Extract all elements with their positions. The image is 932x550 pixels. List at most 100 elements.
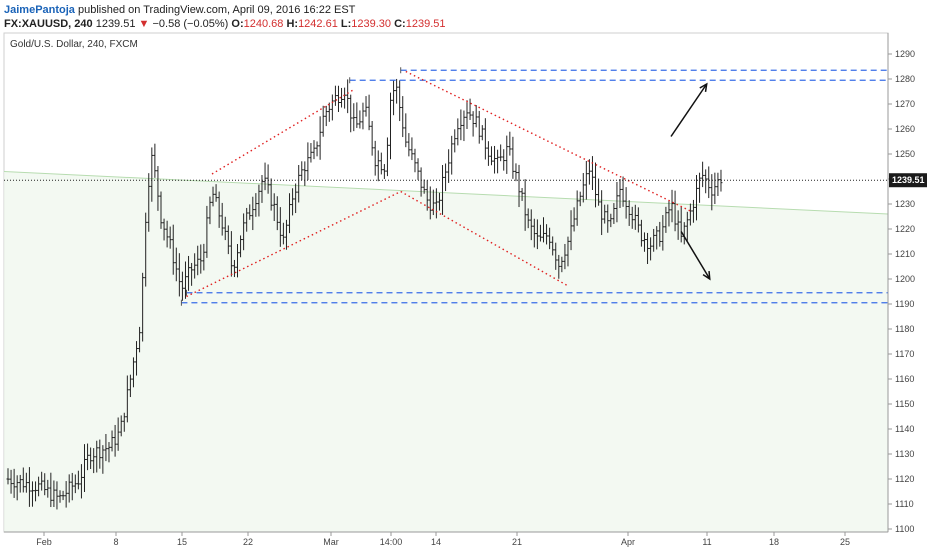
ohlc-bar	[165, 220, 169, 248]
price-axis[interactable]: 1100 1110 1120 1130 1140 1150 1160 1170 1180 1190…	[888, 49, 915, 534]
ohlc-bar	[297, 165, 301, 203]
ohlc-bar	[551, 236, 555, 256]
ohlc-bar	[462, 110, 466, 142]
symbol-label: FX:XAUUSD, 240	[4, 18, 93, 30]
ohlc-bar	[477, 110, 481, 144]
rising-channel-upper	[211, 88, 356, 175]
ohlc-bar	[569, 210, 573, 251]
ohlc-bar	[309, 143, 313, 163]
ohlc-bar	[496, 149, 500, 174]
ohlc-bar	[24, 472, 28, 493]
falling-channel-lower	[400, 190, 570, 288]
quote-line: FX:XAUUSD, 240 1239.51 ▼ −0.58 (−0.05%) …	[4, 18, 445, 30]
ohlc-bar	[667, 200, 671, 227]
ohlc-bar	[719, 169, 723, 192]
ohlc-bar	[407, 133, 411, 157]
ohlc-bar	[691, 199, 695, 223]
ohlc-bar	[489, 146, 493, 166]
time-tick-label: 14	[431, 537, 441, 547]
ohlc-bar	[560, 256, 564, 273]
price-tick-label: 1210	[895, 249, 915, 259]
up-arrow	[670, 82, 708, 137]
publish-line: JaimePantoja published on TradingView.co…	[4, 4, 355, 16]
ohlc-bar	[190, 262, 194, 286]
ohlc-bar	[499, 144, 503, 162]
ohlc-bar	[12, 468, 16, 498]
ohlc-bar	[410, 137, 414, 161]
ohlc-bar	[704, 169, 708, 194]
price-tick-label: 1100	[895, 524, 914, 534]
ohlc-bar	[511, 136, 515, 179]
ohlc-bars	[6, 78, 723, 510]
ohlc-bar	[581, 173, 585, 203]
ohlc-bar	[333, 85, 337, 106]
ohlc-bar	[288, 193, 292, 234]
low-label: L:	[340, 18, 352, 30]
price-tick-label: 1150	[895, 399, 914, 409]
ohlc-bar	[520, 187, 524, 201]
ohlc-bar	[122, 412, 126, 432]
ohlc-bar	[281, 222, 285, 245]
low-value: 1239.30	[351, 18, 392, 30]
ohlc-bar	[37, 476, 41, 497]
time-tick-label: 14:00	[380, 537, 403, 547]
ohlc-bar	[642, 232, 646, 252]
ohlc-bar	[340, 87, 344, 108]
ohlc-bar	[30, 481, 34, 507]
ohlc-bar	[312, 140, 316, 160]
ohlc-bar	[441, 165, 445, 215]
price-tick-label: 1260	[895, 124, 915, 134]
ohlc-bar	[664, 206, 668, 233]
ohlc-bar	[658, 221, 662, 247]
price-tick-label: 1280	[895, 74, 915, 84]
ohlc-bar	[370, 121, 374, 156]
ohlc-bar	[248, 204, 252, 220]
open-value: 1240.68	[243, 18, 284, 30]
ohlc-bar	[346, 79, 350, 114]
ohlc-bar	[43, 473, 47, 496]
ohlc-bar	[318, 116, 322, 160]
ohlc-bar	[529, 209, 533, 241]
ohlc-bar	[52, 480, 56, 508]
ohlc-bar	[98, 439, 102, 469]
ohlc-bar	[15, 475, 19, 501]
ohlc-bar	[324, 105, 328, 127]
price-tick-label: 1180	[895, 324, 914, 334]
ohlc-bar	[135, 341, 139, 376]
ohlc-bar	[128, 374, 132, 398]
ohlc-bar	[180, 271, 184, 301]
open-label: O:	[231, 18, 244, 30]
price-tick-label: 1130	[895, 449, 914, 459]
price-tick-label: 1160	[895, 374, 914, 384]
ohlc-bar	[698, 172, 702, 203]
ohlc-bar	[517, 164, 521, 208]
ohlc-bar	[566, 236, 570, 267]
ohlc-bar	[425, 180, 429, 211]
ohlc-bar	[389, 92, 392, 160]
ohlc-bar	[486, 141, 490, 166]
down-arrow	[680, 231, 711, 281]
ohlc-bar	[413, 148, 417, 173]
ohlc-bar	[223, 216, 227, 241]
price-value: 1239.51	[95, 18, 136, 30]
ohlc-bar	[284, 219, 288, 250]
ohlc-bar	[627, 200, 631, 226]
price-tick-label: 1290	[895, 49, 915, 59]
ohlc-bar	[649, 237, 653, 261]
ohlc-bar	[272, 193, 276, 222]
ohlc-bar	[615, 181, 619, 223]
price-tick-label: 1250	[895, 149, 915, 159]
author-link[interactable]: JaimePantoja	[4, 4, 75, 16]
ohlc-bar	[373, 140, 377, 176]
ohlc-bar	[434, 188, 438, 219]
ohlc-bar	[153, 143, 157, 178]
ohlc-bar	[110, 430, 114, 452]
ohlc-bar	[465, 100, 469, 129]
published-text: published on TradingView.com, April 09, …	[74, 4, 356, 16]
ohlc-bar	[321, 105, 325, 137]
last-price-badge: 1239.51	[889, 173, 927, 188]
time-axis[interactable]: Feb 8 15 22 Mar 14:00 14 21 Apr 11 18 25	[36, 532, 850, 547]
ohlc-bar	[578, 191, 582, 207]
ohlc-bar	[183, 261, 187, 299]
